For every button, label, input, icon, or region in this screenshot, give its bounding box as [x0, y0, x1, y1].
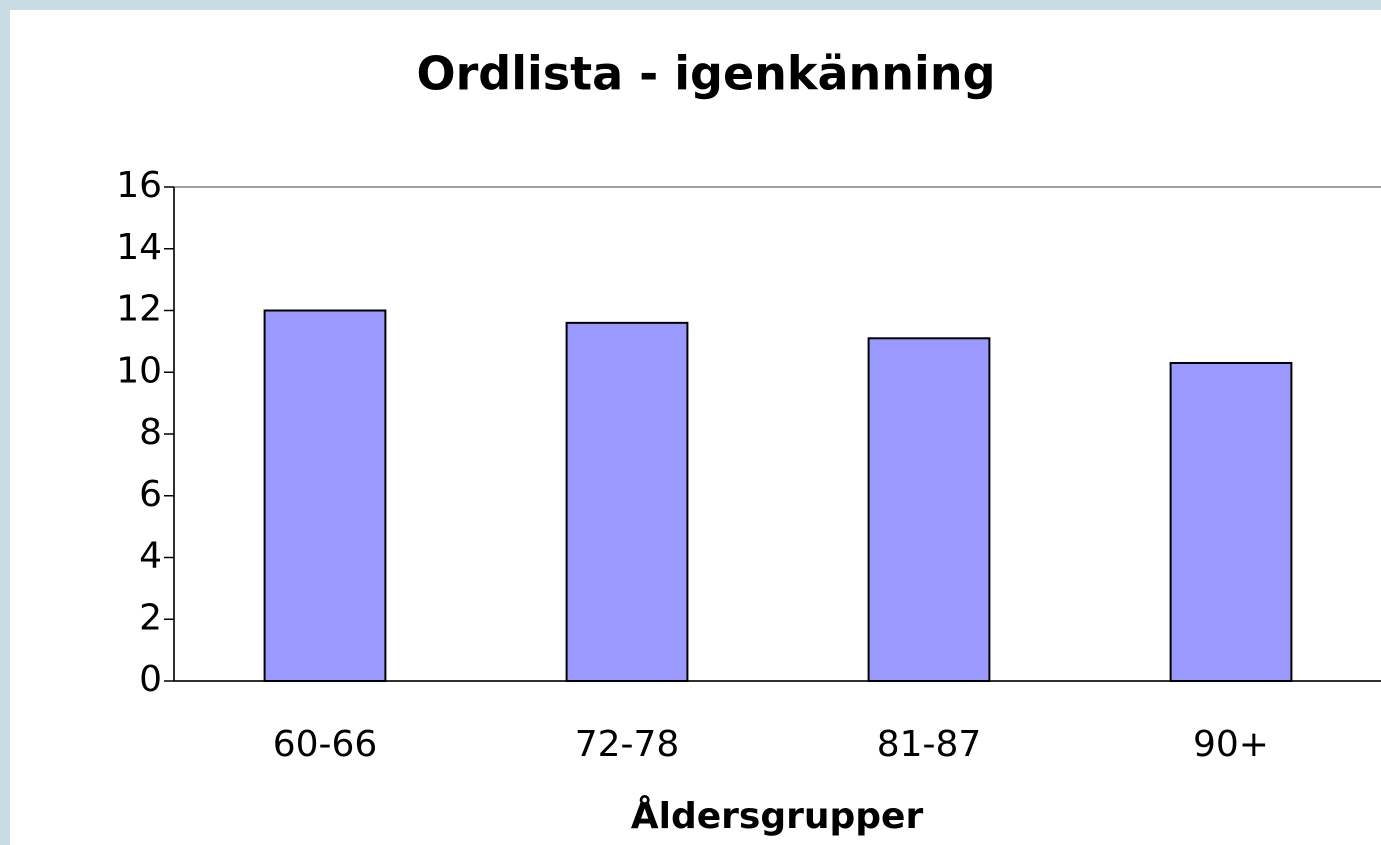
x-tick-label: 72-78	[575, 724, 680, 765]
bar	[565, 321, 689, 682]
y-tick-label: 6	[139, 474, 162, 515]
y-tick-label: 0	[139, 659, 162, 700]
y-tick-label: 4	[139, 536, 162, 577]
y-tick-label: 16	[116, 165, 162, 206]
bar	[263, 309, 387, 682]
y-tick-label: 12	[116, 289, 162, 330]
bar	[1169, 361, 1293, 682]
chart-area	[10, 10, 1381, 845]
y-tick-label: 8	[139, 412, 162, 453]
y-tick-label: 2	[139, 597, 162, 638]
bar	[867, 337, 991, 682]
x-tick-label: 90+	[1193, 724, 1269, 765]
chart-title: Ordlista - igenkänning	[417, 47, 996, 101]
y-tick-label: 14	[116, 227, 162, 268]
x-tick-label: 60-66	[273, 724, 378, 765]
y-tick-label: 10	[116, 350, 162, 391]
x-tick-label: 81-87	[877, 724, 982, 765]
x-axis-label: Åldersgrupper	[631, 795, 924, 837]
